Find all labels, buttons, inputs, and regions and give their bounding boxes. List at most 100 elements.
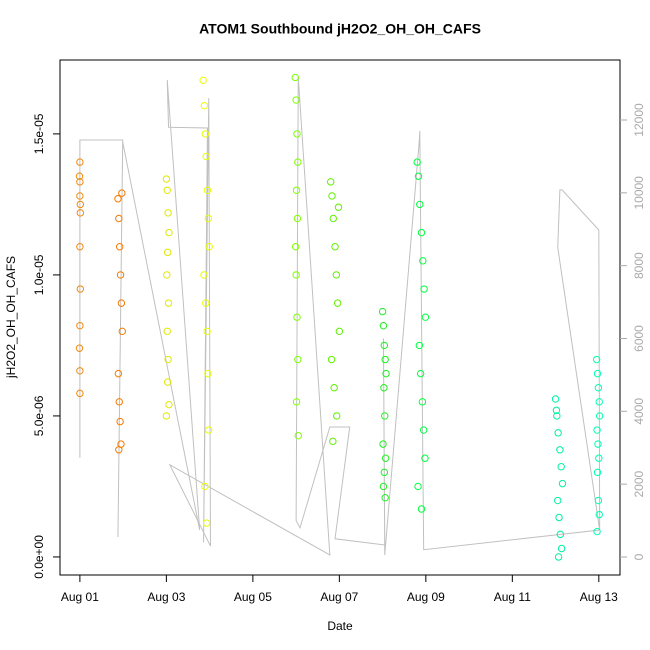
point <box>554 496 562 505</box>
point <box>419 257 427 265</box>
point <box>328 192 336 200</box>
point <box>114 369 123 378</box>
point <box>330 384 338 392</box>
point <box>593 426 601 434</box>
point <box>202 299 210 307</box>
y2-tick-label: 6000 <box>632 325 646 352</box>
point <box>163 271 171 279</box>
point <box>76 321 84 330</box>
x-tick-label: Aug 13 <box>580 590 618 604</box>
point <box>200 271 208 279</box>
point <box>379 440 387 448</box>
point <box>115 398 123 406</box>
point <box>552 406 561 414</box>
point <box>204 214 213 223</box>
x-tick-label: Aug 01 <box>61 590 99 604</box>
point <box>293 130 301 138</box>
y2-tick-label: 8000 <box>632 252 646 279</box>
point <box>554 429 562 437</box>
point <box>380 384 388 392</box>
point <box>205 426 213 434</box>
x-tick-label: Aug 07 <box>320 590 358 604</box>
point <box>381 355 389 364</box>
point <box>380 341 389 350</box>
point <box>557 544 566 553</box>
point <box>416 200 424 209</box>
point <box>333 299 342 307</box>
point <box>381 494 389 502</box>
point <box>380 468 389 477</box>
y2-tick-label: 12000 <box>632 103 646 137</box>
point <box>163 378 172 386</box>
point <box>76 200 85 209</box>
point <box>593 468 602 477</box>
point <box>291 73 299 82</box>
point <box>76 209 85 217</box>
point <box>595 398 603 406</box>
point <box>75 344 84 352</box>
point <box>164 299 173 307</box>
point <box>335 327 344 336</box>
x-tick-label: Aug 11 <box>494 590 531 604</box>
point <box>76 285 85 293</box>
point <box>294 355 302 364</box>
point <box>199 76 207 85</box>
point <box>329 214 337 223</box>
x-tick-label: Aug 03 <box>147 590 185 604</box>
point <box>593 527 601 536</box>
point <box>416 369 425 378</box>
point <box>418 398 427 406</box>
point <box>292 96 300 104</box>
point <box>592 355 601 364</box>
point <box>118 327 126 336</box>
point <box>115 214 123 223</box>
point <box>594 440 602 448</box>
point <box>413 158 421 166</box>
x-tick-label: Aug 05 <box>234 590 272 604</box>
point <box>421 454 429 462</box>
point <box>202 152 210 161</box>
point <box>200 101 209 110</box>
point <box>381 454 390 462</box>
point <box>417 505 426 513</box>
point <box>595 412 604 420</box>
point <box>165 228 173 237</box>
y-tick-label: 0.0e+00 <box>32 535 46 579</box>
point <box>292 271 300 279</box>
point <box>76 367 84 375</box>
point <box>115 446 123 454</box>
point <box>382 369 390 378</box>
y-tick-label: 1.0e-05 <box>32 254 46 295</box>
point <box>292 186 301 195</box>
point <box>551 395 560 403</box>
y-tick-label: 1.5e-05 <box>32 113 46 154</box>
point <box>164 355 172 364</box>
point <box>334 203 343 211</box>
chart-title: ATOM1 Southbound jH2O2_OH_OH_CAFS <box>199 21 481 37</box>
point <box>201 130 209 138</box>
point <box>327 178 335 186</box>
point <box>163 186 171 195</box>
point <box>116 417 124 426</box>
point <box>556 530 565 539</box>
point <box>421 313 430 321</box>
y2-tick-label: 10000 <box>632 176 646 210</box>
y-tick-label: 5.0e-06 <box>32 395 46 436</box>
point <box>329 437 337 446</box>
point <box>593 369 602 378</box>
point <box>378 307 387 316</box>
point <box>419 426 428 434</box>
point <box>165 400 173 409</box>
point <box>76 192 84 200</box>
point <box>202 519 211 527</box>
point <box>294 431 302 440</box>
point <box>117 299 126 307</box>
point <box>203 327 211 336</box>
point <box>291 243 300 251</box>
point <box>553 412 561 420</box>
point <box>204 369 212 378</box>
plot-frame <box>59 59 621 576</box>
point <box>554 553 563 561</box>
point <box>294 158 302 166</box>
point <box>595 510 603 519</box>
